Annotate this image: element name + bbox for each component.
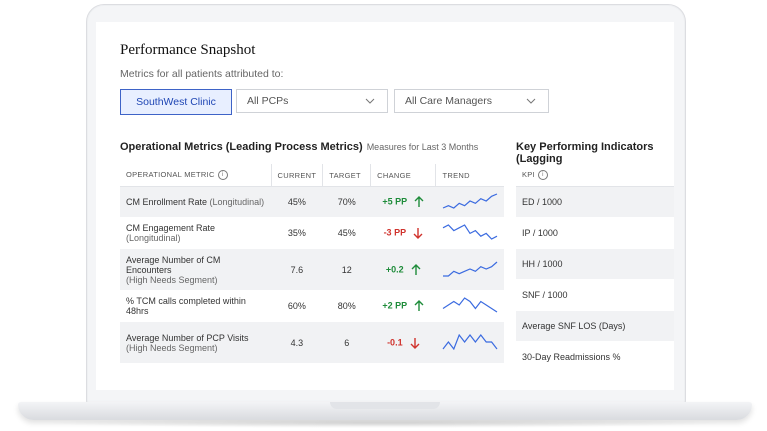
metric-name: Average Number of CM Encounters (High Nee… (120, 248, 272, 291)
care-manager-dropdown[interactable]: All Care Managers (394, 89, 549, 113)
metric-name: % TCM calls completed within 48hrs (120, 290, 272, 322)
operational-metrics-table: OPERATIONAL METRIC i CURRENT TARGET CHANG… (120, 164, 504, 364)
kpi-name: Average SNF LOS (Days) (516, 310, 674, 342)
trend-column-header: TREND (435, 164, 504, 187)
change-cell: -0.1 (370, 321, 436, 364)
operational-section-title: Operational Metrics (Leading Process Met… (120, 141, 478, 153)
page-subtitle: Metrics for all patients attributed to: (120, 68, 284, 80)
arrow-down-icon (410, 337, 420, 349)
table-row: SNF / 1000 (516, 279, 674, 311)
operational-note: Measures for Last 3 Months (366, 142, 479, 152)
metric-qualifier: (High Needs Segment) (126, 274, 218, 285)
target-value: 45% (322, 217, 371, 249)
current-value: 7.6 (271, 248, 323, 291)
trend-cell (435, 186, 504, 218)
metric-qualifier: (High Needs Segment) (126, 342, 218, 353)
current-value: 4.3 (271, 321, 323, 364)
table-row: 30-Day Readmissions % (516, 341, 674, 373)
target-value: 70% (322, 186, 371, 218)
sparkline-line (442, 224, 498, 240)
kpi-table: KPI i ED / 1000 IP / 1000 HH / 1000 SNF / 10… (516, 164, 674, 373)
sparkline-chart (442, 333, 498, 350)
table-row: CM Engagement Rate (Longitudinal) 35% 45% -… (120, 217, 504, 249)
current-value: 45% (271, 186, 323, 218)
change-value: +0.2 (385, 263, 404, 274)
clinic-filter-button[interactable]: SouthWest Clinic (120, 89, 232, 115)
current-value: 35% (271, 217, 323, 249)
chevron-down-icon (365, 98, 375, 104)
sparkline-line (442, 297, 498, 313)
metric-name: Average Number of PCP Visits (High Needs … (120, 321, 272, 364)
change-cell: +0.2 (370, 248, 436, 291)
change-value: -3 PP (383, 227, 407, 238)
sparkline-chart (442, 297, 498, 313)
table-row: IP / 1000 (516, 217, 674, 249)
metric-name: CM Enrollment Rate (Longitudinal) (120, 186, 272, 218)
table-row: CM Enrollment Rate (Longitudinal) 45% 70% +… (120, 186, 504, 218)
sparkline-chart (442, 193, 498, 209)
metric-qualifier: (Longitudinal) (209, 197, 265, 207)
change-cell: +2 PP (370, 290, 436, 322)
kpi-name: SNF / 1000 (516, 279, 674, 311)
target-value: 80% (322, 290, 371, 322)
kpi-name: IP / 1000 (516, 217, 674, 249)
arrow-up-icon (414, 300, 424, 311)
metric-column-header: OPERATIONAL METRIC i (120, 164, 272, 187)
trend-cell (435, 217, 504, 249)
laptop-base (18, 402, 752, 420)
table-row: Average SNF LOS (Days) (516, 310, 674, 342)
pcp-dropdown-label: All PCPs (247, 95, 289, 107)
table-row: HH / 1000 (516, 248, 674, 280)
kpi-name: 30-Day Readmissions % (516, 341, 674, 373)
pcp-dropdown[interactable]: All PCPs (236, 89, 388, 113)
page-title: Performance Snapshot (120, 42, 256, 58)
info-icon[interactable]: i (217, 170, 228, 180)
kpi-name: ED / 1000 (516, 186, 674, 218)
sparkline-line (442, 333, 498, 350)
kpi-name: HH / 1000 (516, 248, 674, 280)
table-row: ED / 1000 (516, 186, 674, 218)
sparkline-line (442, 193, 498, 209)
arrow-up-icon (414, 196, 424, 207)
kpi-section-title: Key Performing Indicators (Lagging (516, 141, 654, 165)
change-value: +2 PP (382, 300, 408, 311)
sparkline-chart (442, 224, 498, 240)
current-value: 60% (271, 290, 323, 322)
table-row: Average Number of CM Encounters (High Nee… (120, 248, 504, 291)
metric-qualifier: (Longitudinal) (126, 233, 181, 243)
care-manager-dropdown-label: All Care Managers (405, 95, 492, 107)
laptop-notch (330, 402, 440, 409)
chevron-down-icon (526, 98, 536, 104)
trend-cell (435, 290, 504, 322)
change-cell: +5 PP (370, 186, 436, 218)
current-column-header: CURRENT (270, 164, 323, 187)
target-value: 6 (322, 321, 371, 364)
sparkline-line (442, 261, 498, 277)
laptop-screen: Performance Snapshot Metrics for all pat… (96, 22, 674, 390)
sparkline-chart (442, 261, 498, 277)
change-value: +5 PP (382, 196, 408, 207)
target-value: 12 (322, 248, 371, 291)
table-row: % TCM calls completed within 48hrs 60% 80… (120, 290, 504, 322)
change-value: -0.1 (387, 336, 403, 347)
target-column-header: TARGET (322, 164, 371, 187)
info-icon[interactable]: i (538, 170, 548, 180)
metric-name: CM Engagement Rate (Longitudinal) (120, 217, 272, 249)
change-column-header: CHANGE (370, 164, 436, 187)
laptop-shadow (40, 418, 730, 428)
change-cell: -3 PP (370, 217, 436, 249)
table-row: Average Number of PCP Visits (High Needs … (120, 321, 504, 364)
arrow-down-icon (413, 228, 423, 239)
kpi-column-header: KPI i (516, 164, 674, 187)
trend-cell (435, 248, 504, 291)
trend-cell (435, 321, 504, 364)
operational-title: Operational Metrics (Leading Process Met… (120, 141, 363, 153)
arrow-up-icon (411, 263, 421, 275)
